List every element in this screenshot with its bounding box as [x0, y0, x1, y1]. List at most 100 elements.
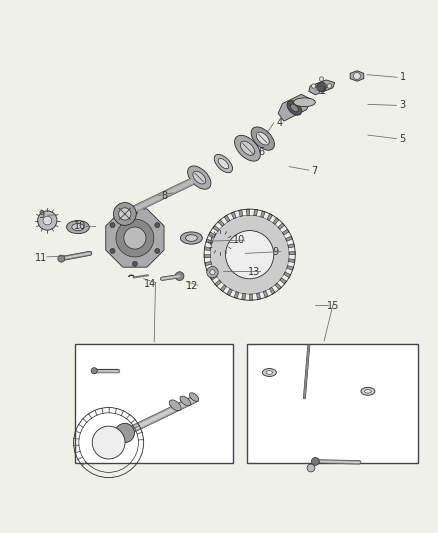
Polygon shape — [227, 289, 233, 296]
Circle shape — [343, 385, 354, 397]
Circle shape — [155, 223, 160, 228]
Text: 10: 10 — [233, 235, 245, 245]
Circle shape — [116, 219, 154, 257]
Polygon shape — [220, 285, 226, 292]
Circle shape — [323, 414, 327, 418]
Circle shape — [226, 231, 274, 279]
Circle shape — [318, 358, 337, 377]
Circle shape — [260, 385, 272, 397]
Polygon shape — [280, 278, 286, 284]
Polygon shape — [263, 290, 268, 297]
Circle shape — [216, 238, 225, 247]
Polygon shape — [287, 265, 293, 270]
Text: 15: 15 — [327, 301, 339, 311]
Polygon shape — [283, 402, 331, 450]
Polygon shape — [210, 274, 217, 280]
Polygon shape — [215, 280, 221, 286]
Circle shape — [323, 435, 327, 439]
Text: 3: 3 — [399, 100, 405, 110]
Polygon shape — [309, 80, 335, 95]
Polygon shape — [275, 283, 281, 289]
Circle shape — [113, 203, 136, 225]
Polygon shape — [350, 71, 364, 81]
Polygon shape — [242, 294, 246, 300]
Polygon shape — [209, 232, 215, 237]
Circle shape — [124, 227, 146, 249]
Ellipse shape — [250, 386, 267, 396]
Ellipse shape — [67, 221, 89, 233]
Text: 9: 9 — [272, 247, 278, 256]
Ellipse shape — [169, 400, 181, 411]
Ellipse shape — [180, 396, 191, 406]
Polygon shape — [231, 212, 236, 219]
Circle shape — [115, 423, 134, 442]
Circle shape — [286, 435, 290, 439]
Ellipse shape — [189, 393, 199, 401]
Polygon shape — [283, 229, 289, 235]
Polygon shape — [267, 214, 272, 221]
Circle shape — [91, 368, 97, 374]
Circle shape — [317, 82, 326, 92]
Ellipse shape — [364, 390, 371, 393]
Circle shape — [323, 363, 332, 372]
Text: 10: 10 — [74, 221, 86, 231]
Circle shape — [291, 410, 322, 442]
Polygon shape — [224, 215, 230, 222]
Circle shape — [119, 208, 131, 220]
Circle shape — [132, 209, 138, 215]
Polygon shape — [207, 268, 214, 273]
Polygon shape — [206, 239, 212, 244]
Circle shape — [311, 457, 319, 465]
Ellipse shape — [251, 127, 275, 150]
Text: 7: 7 — [311, 166, 318, 176]
Circle shape — [335, 378, 361, 405]
Text: 11: 11 — [35, 253, 47, 263]
Text: 6: 6 — [258, 147, 265, 157]
Circle shape — [304, 446, 309, 450]
Circle shape — [38, 211, 57, 230]
Text: 2: 2 — [319, 86, 325, 96]
Circle shape — [284, 363, 293, 372]
Polygon shape — [288, 244, 294, 248]
Polygon shape — [286, 236, 293, 241]
Polygon shape — [257, 293, 261, 300]
Ellipse shape — [290, 104, 298, 112]
Circle shape — [253, 378, 279, 405]
Bar — [75, 344, 233, 463]
Ellipse shape — [187, 166, 211, 189]
Ellipse shape — [240, 141, 254, 155]
Circle shape — [210, 270, 215, 275]
Polygon shape — [234, 292, 239, 298]
Circle shape — [319, 77, 324, 81]
Ellipse shape — [218, 158, 229, 169]
Polygon shape — [278, 94, 311, 121]
Circle shape — [353, 72, 360, 79]
Circle shape — [110, 223, 115, 228]
Ellipse shape — [266, 371, 272, 374]
Polygon shape — [205, 247, 211, 251]
Circle shape — [155, 248, 160, 254]
Polygon shape — [261, 211, 265, 217]
Circle shape — [132, 261, 138, 266]
Polygon shape — [205, 262, 212, 265]
Text: 12: 12 — [186, 281, 198, 291]
Ellipse shape — [256, 132, 269, 145]
Ellipse shape — [72, 223, 84, 231]
Polygon shape — [250, 294, 253, 300]
Text: 9: 9 — [39, 210, 45, 220]
Circle shape — [207, 266, 218, 278]
Bar — [247, 344, 418, 463]
Polygon shape — [278, 223, 285, 229]
Circle shape — [327, 84, 332, 88]
Text: 5: 5 — [399, 134, 405, 144]
Ellipse shape — [235, 135, 260, 161]
Ellipse shape — [186, 235, 197, 241]
Circle shape — [92, 426, 125, 459]
Ellipse shape — [262, 368, 276, 376]
Circle shape — [319, 89, 324, 93]
Circle shape — [279, 358, 298, 377]
Circle shape — [286, 414, 290, 418]
Polygon shape — [254, 209, 258, 216]
Polygon shape — [218, 220, 224, 227]
Polygon shape — [204, 255, 210, 258]
